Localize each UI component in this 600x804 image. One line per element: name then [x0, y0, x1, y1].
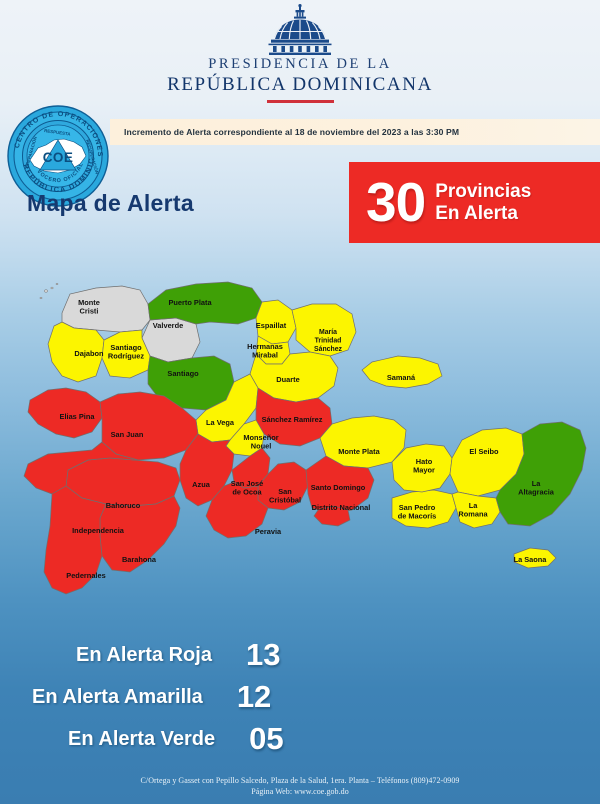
dominican-republic-alert-map: Monte Cristi Valverde Puerto Plata Dajabon Sa…	[0, 258, 600, 626]
province-saman-[interactable]	[361, 355, 443, 389]
footer-address: C/Ortega y Gasset con Pepillo Salcedo, P…	[140, 776, 460, 785]
total-label-yellow: En Alerta Amarilla	[32, 685, 203, 708]
province-label-san-pedro-de-macor-s: San Pedro de Macorís	[398, 503, 437, 521]
total-label-red: En Alerta Roja	[76, 643, 212, 666]
page-header: PRESIDENCIA DE LA REPÚBLICA DOMINICANA	[0, 0, 600, 118]
province-label-pedernales: Pedernales	[66, 571, 105, 580]
province-label-hato-mayor: Hato Mayor	[413, 457, 435, 475]
province-label-santiago-rodr-guez: Santiago Rodríguez	[108, 343, 144, 361]
province-azua[interactable]	[179, 433, 235, 507]
province-label-hermanas-mirabal: Hermanas Mirabal	[247, 342, 283, 360]
islet-shape	[44, 289, 48, 293]
province-label-bahoruco: Bahoruco	[106, 501, 141, 510]
province-label-barahona: Barahona	[122, 555, 157, 564]
province-mar-a-trinidad-s-nchez[interactable]	[291, 303, 357, 357]
province-dajab-n[interactable]	[47, 321, 105, 383]
islet-shape	[39, 296, 43, 300]
header-red-rule	[267, 100, 334, 103]
province-label-s-nchez-ram-rez: Sánchez Ramírez	[262, 415, 323, 424]
total-row-red: En Alerta Roja 13	[76, 637, 281, 672]
province-label-saman-: Samaná	[387, 373, 416, 382]
alert-update-text: Incremento de Alerta correspondiente al …	[124, 127, 460, 137]
total-value-red: 13	[245, 637, 281, 672]
province-label-san-crist-bal: San Cristóbal	[269, 487, 301, 505]
province-label-duarte: Duarte	[276, 375, 299, 384]
province-label-san-juan: San Juan	[111, 430, 144, 439]
svg-text:RESPUESTA: RESPUESTA	[44, 128, 72, 137]
presidential-dome-icon	[0, 4, 600, 61]
province-label-monse-or-nouel: Monseñor Nouel	[243, 433, 278, 451]
province-label-independencia: Independencia	[72, 526, 125, 535]
province-independencia[interactable]	[23, 441, 139, 495]
footer: C/Ortega y Gasset con Pepillo Salcedo, P…	[0, 775, 600, 798]
province-distrito-nacional[interactable]	[313, 505, 351, 527]
page-title: Mapa de Alerta	[27, 190, 194, 216]
total-row-yellow: En Alerta Amarilla 12	[32, 679, 272, 714]
province-label-puerto-plata: Puerto Plata	[168, 298, 212, 307]
provinces-on-alert-box: 30 Provincias En Alerta	[349, 162, 600, 243]
province-la-altagracia[interactable]	[495, 421, 587, 527]
province-label-espaillat: Espaillat	[256, 321, 287, 330]
province-monte-cristi[interactable]	[61, 285, 151, 333]
alert-update-banner: Incremento de Alerta correspondiente al …	[110, 119, 600, 145]
province-peravia[interactable]	[205, 481, 269, 539]
total-value-yellow: 12	[236, 679, 272, 714]
province-label-la-altagracia: La Altagracia	[518, 479, 555, 497]
province-label-santiago: Santiago	[167, 369, 199, 378]
province-label-santo-domingo: Santo Domingo	[311, 483, 366, 492]
province-la-saona[interactable]	[513, 547, 557, 569]
presidency-line-1: PRESIDENCIA DE LA	[208, 56, 392, 72]
presidency-line-2: REPÚBLICA DOMINICANA	[167, 74, 433, 95]
total-row-green: En Alerta Verde 05	[68, 721, 284, 756]
province-label-valverde: Valverde	[153, 321, 183, 330]
province-label-dajab-n: Dajabon	[74, 349, 104, 358]
province-label-san-jos-de-ocoa: San José de Ocoa	[231, 479, 263, 497]
provinces-count-number: 30	[366, 171, 426, 233]
province-label-la-saona: La Saona	[514, 555, 548, 564]
islet-shape	[50, 286, 54, 290]
province-label-la-vega: La Vega	[206, 418, 235, 427]
province-label-peravia: Peravia	[255, 527, 282, 536]
provinces-count-line1: Provincias	[435, 181, 532, 203]
total-value-green: 05	[249, 721, 284, 756]
province-label-distrito-nacional: Distrito Nacional	[312, 503, 371, 512]
province-label-monte-plata: Monte Plata	[338, 447, 380, 456]
islet-shape	[55, 283, 59, 285]
svg-text:COE: COE	[43, 150, 73, 165]
provinces-count-line2: En Alerta	[435, 202, 518, 224]
province-label-monte-cristi: Monte Cristi	[78, 298, 100, 316]
province-santo-domingo[interactable]	[305, 455, 375, 515]
province-label-la-romana: La Romana	[458, 501, 488, 519]
alert-totals: En Alerta Roja 13 En Alerta Amarilla 12 …	[0, 636, 600, 766]
total-label-green: En Alerta Verde	[68, 727, 216, 750]
province-label-azua: Azua	[192, 480, 211, 489]
province-el-as-pi-a[interactable]	[27, 387, 103, 439]
province-label-mar-a-trinidad-s-nchez: María Trinidad Sánchez	[314, 329, 343, 353]
provinces-count-label: Provincias En Alerta	[435, 181, 531, 224]
province-label-el-as-pi-a: Elias Pina	[60, 412, 96, 421]
coe-seal-icon: CENTRO DE OPERACIONES DE EMERGENCIAS REP…	[6, 104, 110, 208]
footer-website: Página Web: www.coe.gob.do	[251, 787, 349, 797]
province-pedernales[interactable]	[43, 485, 107, 595]
province-label-el-seibo: El Seibo	[469, 447, 499, 456]
